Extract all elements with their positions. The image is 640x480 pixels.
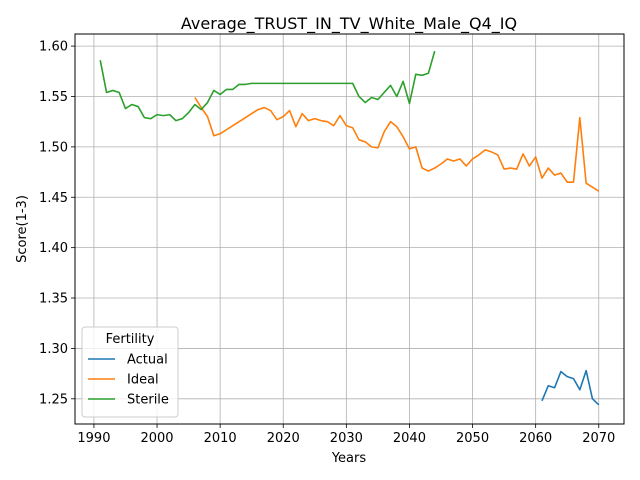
y-tick-label: 1.35 [39,292,68,307]
series-lines [99,50,600,406]
y-tick-label: 1.40 [39,241,68,256]
x-axis-label: Years [331,451,367,466]
y-tick-label: 1.60 [39,40,68,55]
legend-label-actual: Actual [127,353,168,368]
y-tick-label: 1.45 [39,191,68,206]
series-line-sterile [99,50,436,122]
x-tick-label: 1990 [77,431,110,446]
legend-label-sterile: Sterile [127,393,169,408]
y-tick-label: 1.30 [39,342,68,357]
legend-title: Fertility [106,332,155,347]
x-tick-label: 2030 [330,431,363,446]
y-tick-label: 1.25 [39,392,68,407]
plot-frame [74,33,625,425]
y-tick-label: 1.55 [39,90,68,105]
legend-box [81,326,179,418]
x-tick-label: 2040 [393,431,426,446]
series-line-actual [541,369,600,406]
x-tick-label: 2020 [267,431,300,446]
y-tick-label: 1.50 [39,140,68,155]
axis-ticks: 1990 2000 2010 2020 2030 2040 2050 2060 2070 1.25… [39,40,615,446]
legend-entries: Actual Ideal Sterile [88,353,169,408]
x-tick-label: 2000 [140,431,173,446]
chart-title: Average_TRUST_IN_TV_White_Male_Q4_IQ [181,14,517,34]
x-tick-label: 2050 [456,431,489,446]
legend-label-ideal: Ideal [127,373,159,388]
x-tick-label: 2070 [582,431,615,446]
grid [75,34,624,424]
x-tick-label: 2010 [204,431,237,446]
legend: Fertility Actual Ideal Sterile [81,326,179,418]
series-line-ideal [194,97,600,192]
y-axis-label: Score(1-3) [15,195,30,263]
x-tick-label: 2060 [519,431,552,446]
